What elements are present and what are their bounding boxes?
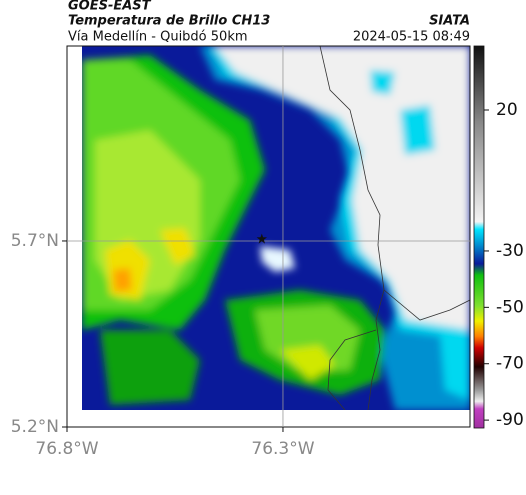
agency: SIATA bbox=[429, 14, 470, 29]
x-tick-label: 76.3°W bbox=[251, 439, 314, 459]
y-tick-label: 5.7°N bbox=[11, 231, 59, 251]
map-frame bbox=[66, 45, 471, 428]
colorbar-tick-label: 20 bbox=[496, 100, 518, 120]
colorbar-tick-label: -30 bbox=[496, 241, 524, 261]
x-tick-label: 76.8°W bbox=[35, 439, 98, 459]
marker-star bbox=[256, 233, 267, 244]
y-tick-label: 5.2°N bbox=[11, 417, 59, 437]
colorbar bbox=[473, 45, 485, 429]
source: GOES-EAST bbox=[68, 0, 152, 14]
title: Temperatura de Brillo CH13 bbox=[68, 14, 270, 29]
colorbar-tick-label: -70 bbox=[496, 354, 524, 374]
satellite-image bbox=[82, 46, 470, 410]
colorbar-tick-label: -90 bbox=[496, 410, 524, 430]
subtitle: Vía Medellín - Quibdó 50km bbox=[68, 30, 248, 45]
datetime: 2024-05-15 08:49 bbox=[353, 30, 470, 45]
colorbar-tick-label: -50 bbox=[496, 297, 524, 317]
